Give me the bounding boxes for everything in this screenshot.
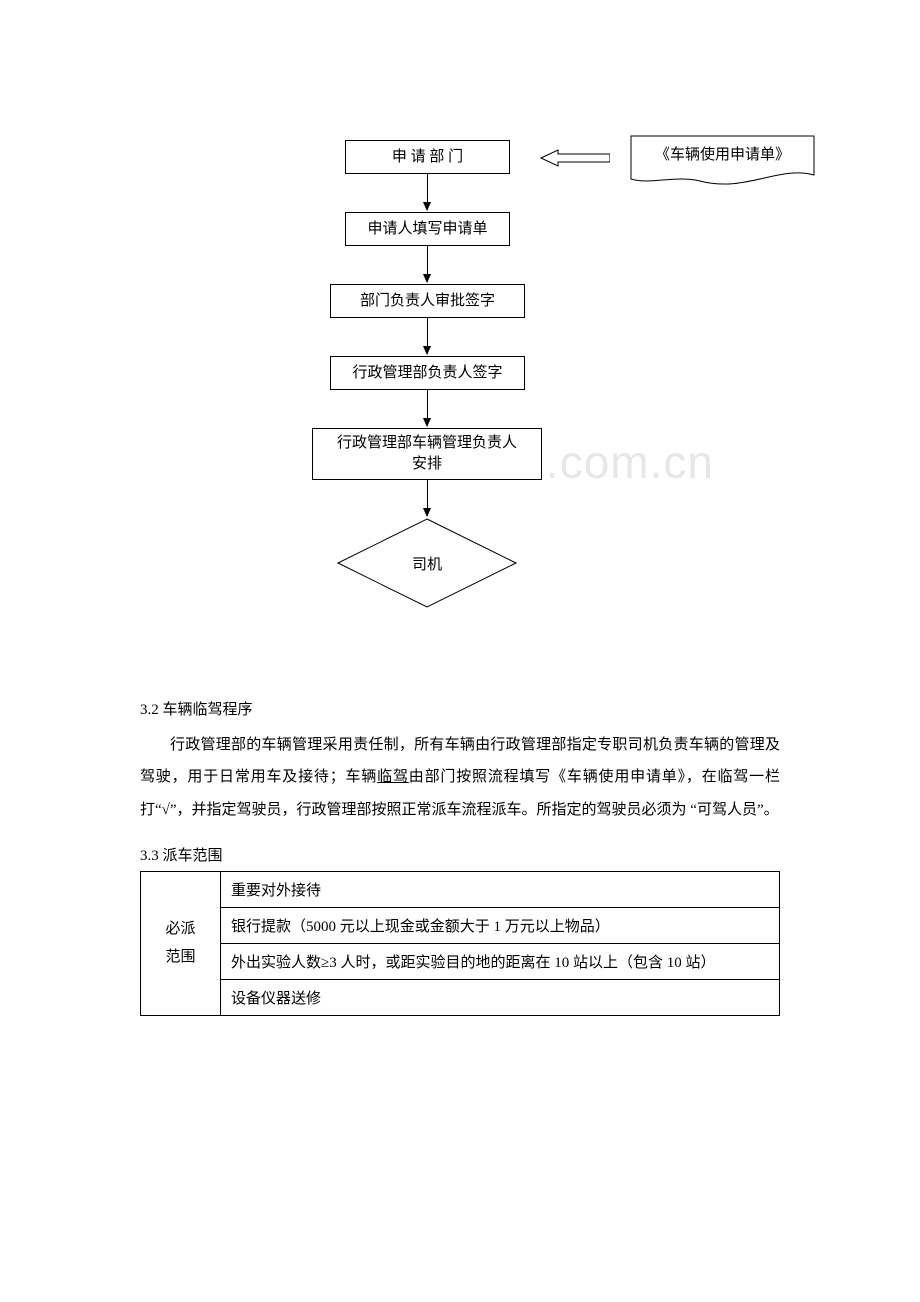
flow-node-label: 行政管理部负责人签字 bbox=[352, 363, 502, 384]
flow-document: 《车辆使用申请单》 bbox=[630, 135, 815, 189]
flow-node-applicant-dept: 申 请 部 门 bbox=[345, 140, 510, 174]
table-category-cell: 必派 范围 bbox=[141, 871, 221, 1015]
table-row: 银行提款（5000 元以上现金或金额大于 1 万元以上物品） bbox=[221, 907, 780, 943]
flow-node-vehicle-arrange: 行政管理部车辆管理负责人 安排 bbox=[312, 428, 542, 480]
flow-node-label: 司机 bbox=[337, 518, 517, 608]
arrow-down-icon bbox=[427, 246, 428, 282]
section-heading-3-2: 3.2 车辆临驾程序 bbox=[140, 698, 780, 719]
flow-node-label: 安排 bbox=[412, 454, 442, 475]
flow-document-label: 《车辆使用申请单》 bbox=[630, 143, 815, 164]
table-text: 范围 bbox=[165, 949, 195, 965]
flow-node-label: 行政管理部车辆管理负责人 bbox=[337, 433, 517, 454]
table-row: 外出实验人数≥3 人时，或距实验目的地的距离在 10 站以上（包含 10 站） bbox=[221, 943, 780, 979]
arrow-down-icon bbox=[427, 174, 428, 210]
flow-node-driver: 司机 bbox=[337, 518, 517, 608]
arrow-down-icon bbox=[427, 318, 428, 354]
table-row: 设备仪器送修 bbox=[221, 979, 780, 1015]
flow-node-admin-sign: 行政管理部负责人签字 bbox=[330, 356, 525, 390]
arrow-down-icon bbox=[427, 390, 428, 426]
table-row: 重要对外接待 bbox=[221, 871, 780, 907]
flow-node-label: 部门负责人审批签字 bbox=[360, 291, 495, 312]
table-text: 必派 bbox=[165, 921, 195, 937]
flow-node-fill-form: 申请人填写申请单 bbox=[345, 212, 510, 246]
section-3-2-paragraph: 行政管理部的车辆管理采用责任制，所有车辆由行政管理部指定专职司机负责车辆的管理及… bbox=[140, 729, 780, 826]
flow-node-label: 申请人填写申请单 bbox=[367, 219, 487, 240]
para-underline: 临驾 bbox=[377, 769, 409, 785]
arrow-down-icon bbox=[427, 480, 428, 516]
hollow-arrow-icon bbox=[540, 149, 610, 167]
flow-node-dept-approve: 部门负责人审批签字 bbox=[330, 284, 525, 318]
section-heading-3-3: 3.3 派车范围 bbox=[140, 844, 780, 865]
flow-node-label: 申 请 部 门 bbox=[392, 147, 463, 168]
flowchart: www.zixin.com.cn 申 请 部 门 《车辆使用申请单》 申请人填写… bbox=[230, 140, 870, 680]
dispatch-scope-table: 必派 范围 重要对外接待 银行提款（5000 元以上现金或金额大于 1 万元以上… bbox=[140, 871, 780, 1016]
